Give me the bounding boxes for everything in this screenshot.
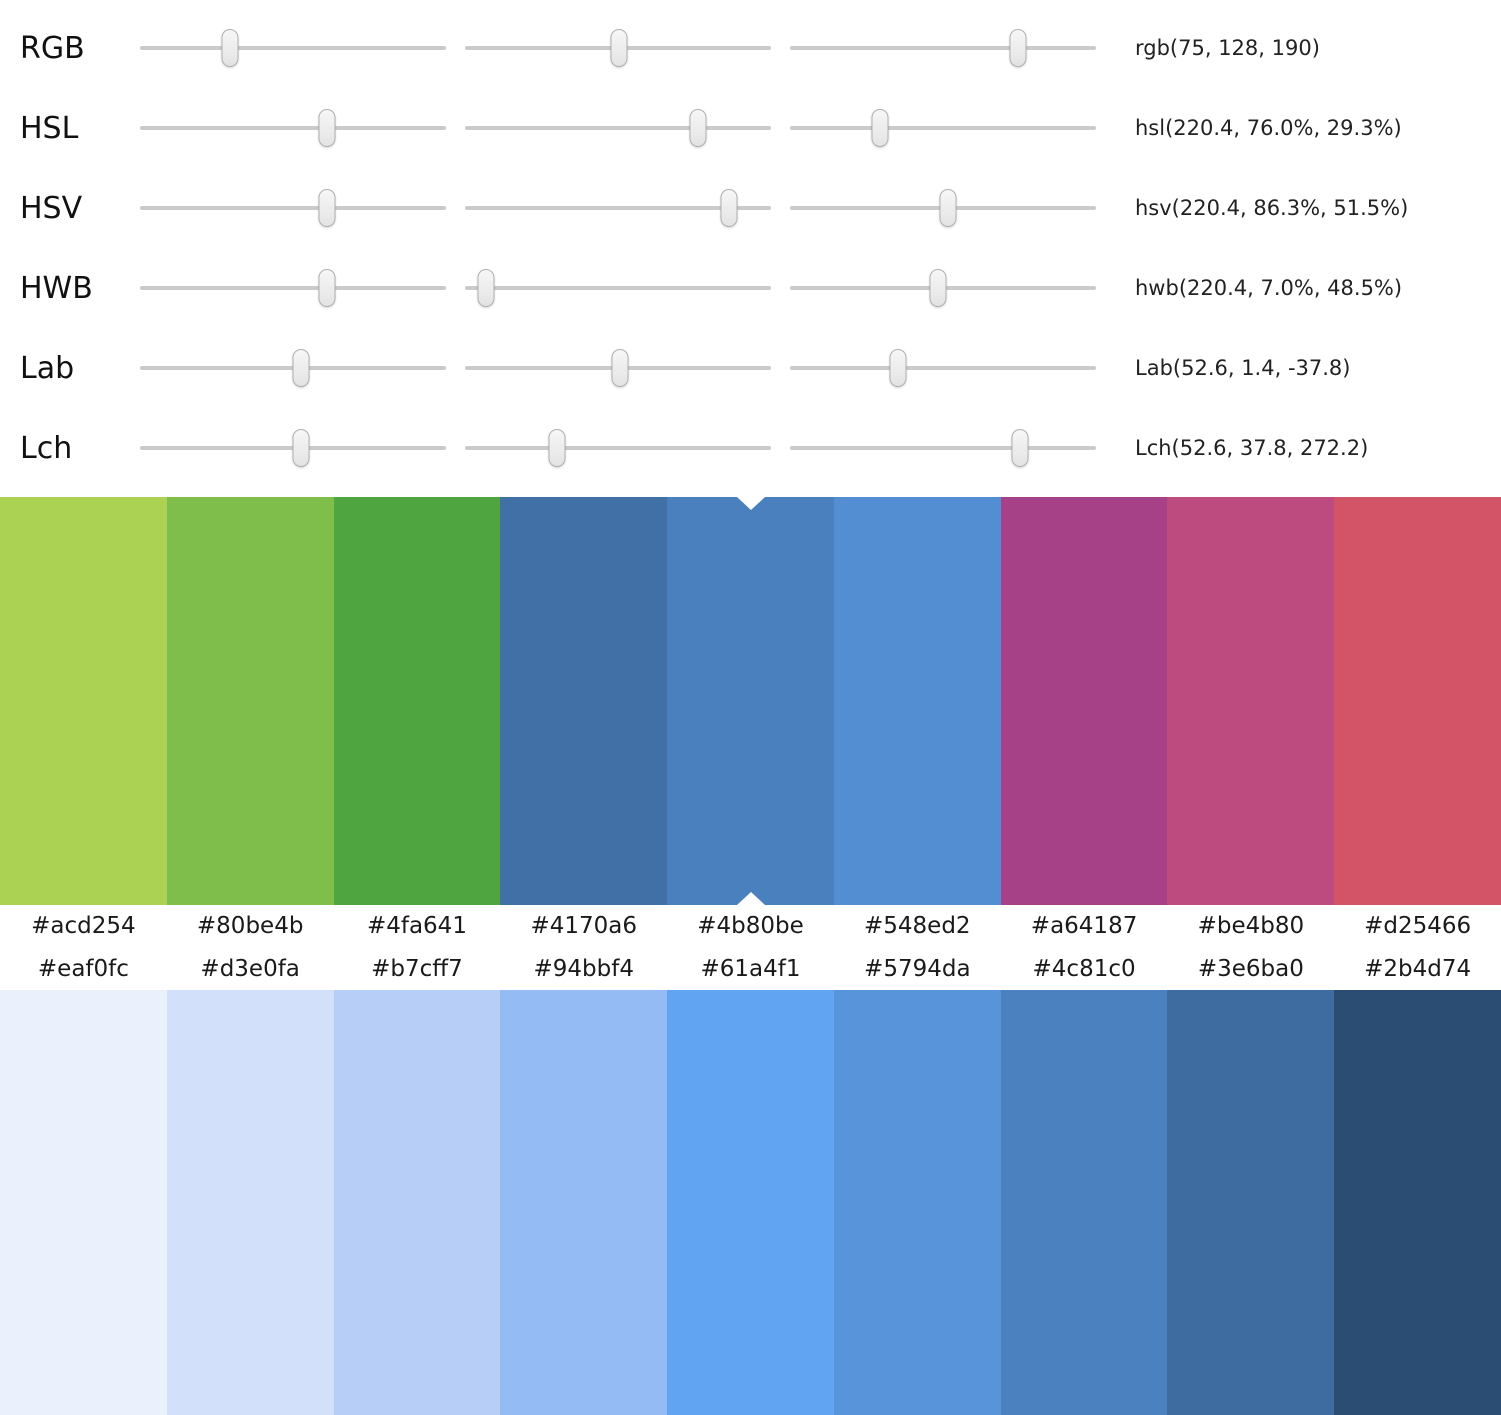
color-swatch[interactable]: [1000, 990, 1168, 1415]
slider-track-3[interactable]: [790, 425, 1096, 471]
slider-track-1[interactable]: [140, 265, 446, 311]
color-swatch[interactable]: [166, 990, 334, 1415]
color-swatch[interactable]: [833, 990, 1001, 1415]
slider-track-2[interactable]: [465, 345, 771, 391]
slider-thumb[interactable]: [929, 269, 947, 307]
slider-track-1[interactable]: [140, 345, 446, 391]
slider-thumb[interactable]: [689, 109, 707, 147]
slider-thumb[interactable]: [871, 109, 889, 147]
color-swatch[interactable]: [1000, 497, 1168, 905]
slider-track-1[interactable]: [140, 185, 446, 231]
slider-row: HWB hwb(220.4, 7.0%, 48.5%): [0, 248, 1501, 328]
slider-track-2[interactable]: [465, 265, 771, 311]
hex-code-label: #eaf0fc: [37, 955, 129, 982]
slider-thumb[interactable]: [477, 269, 495, 307]
slider-thumb[interactable]: [939, 189, 957, 227]
hex-code-label: #4fa641: [366, 913, 467, 940]
color-swatch[interactable]: [166, 497, 334, 905]
colorspace-label: HSL: [20, 110, 79, 146]
colorspace-label: HSV: [20, 190, 83, 226]
hue-palette-strip: [0, 497, 1501, 905]
slider-thumb[interactable]: [610, 29, 628, 67]
slider-track-3[interactable]: [790, 185, 1096, 231]
color-swatch[interactable]: [333, 497, 501, 905]
color-swatch[interactable]: [500, 990, 668, 1415]
colorspace-label: Lab: [20, 350, 75, 386]
color-value-text: hwb(220.4, 7.0%, 48.5%): [1135, 276, 1403, 300]
hex-code-label: #61a4f1: [700, 955, 801, 982]
colorspace-label: HWB: [20, 270, 93, 306]
slider-track-2[interactable]: [465, 425, 771, 471]
color-swatch[interactable]: [0, 497, 167, 905]
color-value-text: hsv(220.4, 86.3%, 51.5%): [1135, 196, 1409, 220]
slider-thumb[interactable]: [221, 29, 239, 67]
color-value-text: Lab(52.6, 1.4, -37.8): [1135, 356, 1351, 380]
hex-code-label: #3e6ba0: [1197, 955, 1304, 982]
color-swatch[interactable]: [333, 990, 501, 1415]
color-swatch[interactable]: [1334, 990, 1501, 1415]
hex-code-label: #acd254: [31, 913, 136, 940]
slider-thumb[interactable]: [292, 429, 310, 467]
slider-row: RGB rgb(75, 128, 190): [0, 8, 1501, 88]
color-swatch[interactable]: [1334, 497, 1501, 905]
hex-code-label: #d25466: [1364, 913, 1472, 940]
colorspace-label: RGB: [20, 30, 85, 66]
slider-thumb[interactable]: [318, 189, 336, 227]
hex-code-label: #2b4d74: [1364, 955, 1472, 982]
lightness-hex-labels: #eaf0fc #d3e0fa #b7cff7 #94bbf4 #61a4f1 #5794…: [0, 948, 1501, 991]
slider-track-3[interactable]: [790, 25, 1096, 71]
slider-panel: RGB rgb(75, 128, 190) HSL hsl(220.4, 76.…: [0, 0, 1501, 488]
slider-thumb[interactable]: [318, 269, 336, 307]
lightness-palette-strip: [0, 990, 1501, 1415]
slider-row: HSL hsl(220.4, 76.0%, 29.3%): [0, 88, 1501, 168]
color-swatch[interactable]: [833, 497, 1001, 905]
slider-row: Lab Lab(52.6, 1.4, -37.8): [0, 328, 1501, 408]
color-swatch[interactable]: [667, 990, 834, 1415]
slider-thumb[interactable]: [548, 429, 566, 467]
slider-thumb[interactable]: [889, 349, 907, 387]
color-swatch[interactable]: [667, 497, 834, 905]
slider-thumb[interactable]: [292, 349, 310, 387]
slider-row: Lch Lch(52.6, 37.8, 272.2): [0, 408, 1501, 488]
hex-code-label: #80be4b: [196, 913, 304, 940]
slider-thumb[interactable]: [1009, 29, 1027, 67]
hex-code-label: #be4b80: [1197, 913, 1305, 940]
colorspace-label: Lch: [20, 430, 73, 466]
hex-code-label: #548ed2: [864, 913, 971, 940]
slider-track-3[interactable]: [790, 345, 1096, 391]
slider-track-3[interactable]: [790, 105, 1096, 151]
slider-thumb[interactable]: [611, 349, 629, 387]
slider-track-2[interactable]: [465, 185, 771, 231]
hex-code-label: #a64187: [1030, 913, 1138, 940]
hue-hex-labels: #acd254 #80be4b #4fa641 #4170a6 #4b80be #548e…: [0, 905, 1501, 948]
color-value-text: Lch(52.6, 37.8, 272.2): [1135, 436, 1369, 460]
hex-code-label: #94bbf4: [533, 955, 634, 982]
hex-code-label: #b7cff7: [371, 955, 463, 982]
color-value-text: hsl(220.4, 76.0%, 29.3%): [1135, 116, 1402, 140]
color-swatch[interactable]: [0, 990, 167, 1415]
slider-track-2[interactable]: [465, 105, 771, 151]
slider-track-1[interactable]: [140, 425, 446, 471]
color-value-text: rgb(75, 128, 190): [1135, 36, 1320, 60]
slider-track-1[interactable]: [140, 105, 446, 151]
slider-thumb[interactable]: [720, 189, 738, 227]
slider-thumb[interactable]: [1011, 429, 1028, 467]
slider-track-3[interactable]: [790, 265, 1096, 311]
slider-track-2[interactable]: [465, 25, 771, 71]
hex-code-label: #5794da: [864, 955, 971, 982]
slider-track-1[interactable]: [140, 25, 446, 71]
color-swatch[interactable]: [500, 497, 668, 905]
hex-code-label: #d3e0fa: [200, 955, 300, 982]
color-swatch[interactable]: [1167, 497, 1335, 905]
hex-code-label: #4b80be: [697, 913, 804, 940]
hex-code-label: #4c81c0: [1032, 955, 1136, 982]
hex-code-label: #4170a6: [530, 913, 637, 940]
slider-row: HSV hsv(220.4, 86.3%, 51.5%): [0, 168, 1501, 248]
slider-thumb[interactable]: [318, 109, 336, 147]
color-swatch[interactable]: [1167, 990, 1335, 1415]
